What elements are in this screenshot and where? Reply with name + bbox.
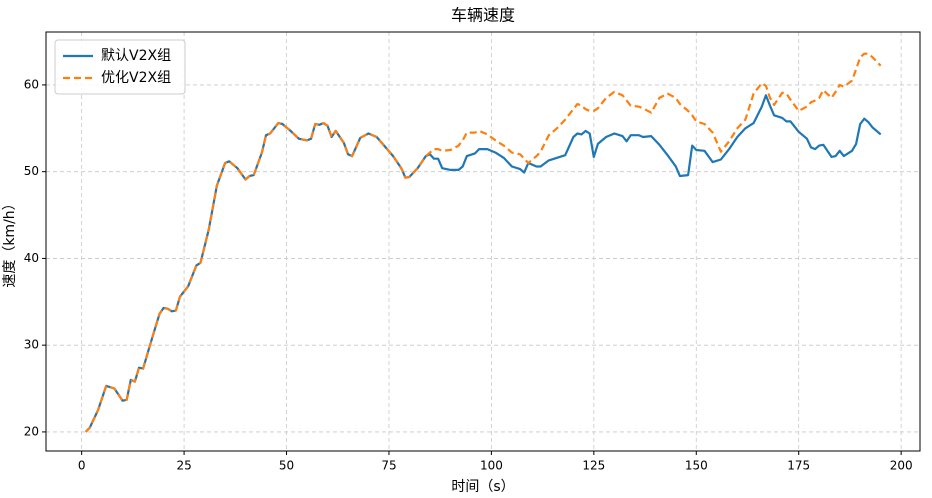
legend-label: 优化V2X组 bbox=[101, 70, 171, 86]
x-tick-label: 25 bbox=[176, 459, 191, 473]
y-axis-label: 速度（km/h） bbox=[2, 196, 18, 287]
plot-frame bbox=[45, 31, 921, 452]
x-tick-label: 175 bbox=[787, 459, 810, 473]
x-tick-label: 200 bbox=[890, 459, 913, 473]
chart-title: 车辆速度 bbox=[451, 6, 515, 25]
y-tick-label: 30 bbox=[24, 338, 39, 352]
x-tick-label: 75 bbox=[381, 459, 396, 473]
legend-box bbox=[54, 39, 186, 95]
series-line bbox=[84, 94, 882, 433]
x-axis-label: 时间（s） bbox=[451, 479, 514, 495]
x-tick-label: 0 bbox=[78, 459, 86, 473]
y-tick-label: 20 bbox=[24, 424, 39, 438]
x-tick-label: 125 bbox=[582, 459, 605, 473]
y-tick-label: 40 bbox=[24, 251, 39, 265]
x-tick-label: 50 bbox=[279, 459, 294, 473]
x-tick-label: 150 bbox=[685, 459, 708, 473]
x-tick-label: 100 bbox=[480, 459, 503, 473]
series-line bbox=[84, 52, 882, 433]
y-tick-label: 60 bbox=[24, 77, 39, 91]
legend-label: 默认V2X组 bbox=[101, 48, 171, 64]
y-tick-label: 50 bbox=[24, 164, 39, 178]
